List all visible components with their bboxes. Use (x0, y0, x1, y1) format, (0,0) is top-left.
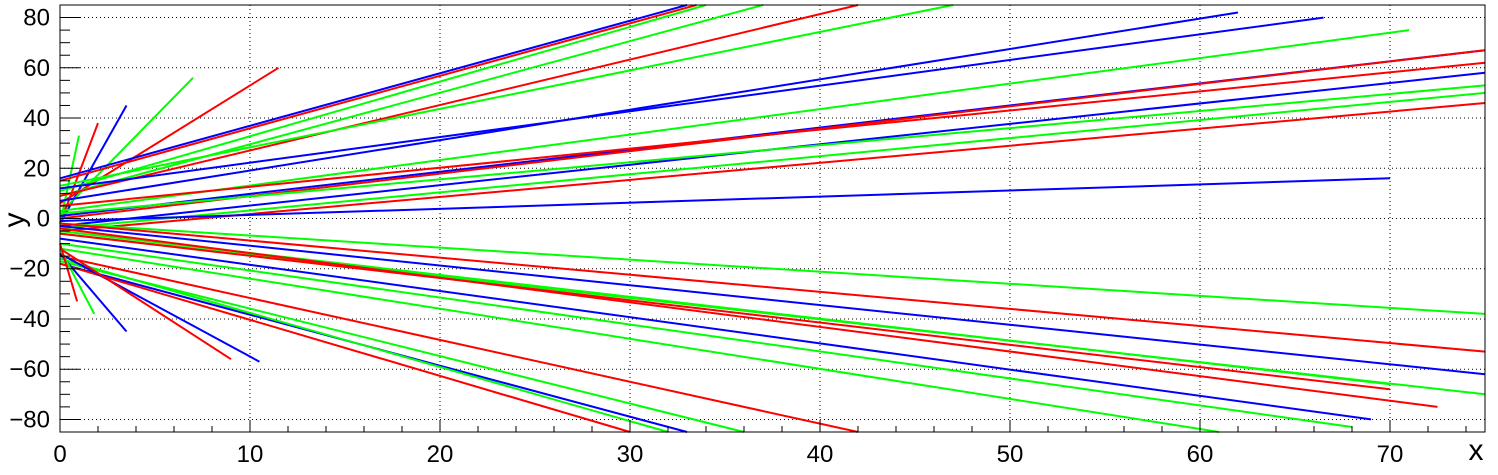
series-line-33 (59, 255, 859, 433)
y-tick-label: 20 (23, 155, 50, 182)
y-tick-label: −20 (9, 256, 50, 283)
series-line-19 (59, 84, 1486, 215)
series-line-24 (59, 222, 1486, 353)
series-line-10 (59, 4, 859, 197)
series-line-21 (59, 102, 1486, 233)
series-line-25 (59, 225, 1486, 376)
series-line-22 (59, 177, 1391, 222)
series-line-12 (59, 11, 1239, 202)
series-line-39 (59, 247, 232, 361)
y-tick-label: 40 (23, 105, 50, 132)
series-line-37 (59, 262, 631, 433)
series-line-34 (59, 260, 745, 433)
series-line-11 (59, 4, 954, 187)
series-line-31 (59, 242, 1353, 428)
x-tick-label: 40 (807, 441, 834, 468)
y-tick-label: 60 (23, 55, 50, 82)
x-tick-label: 20 (427, 441, 454, 468)
x-tick-label: 70 (1377, 441, 1404, 468)
x-tick-label: 50 (997, 441, 1024, 468)
series-group (59, 4, 1486, 433)
y-tick-label: −80 (9, 406, 50, 433)
x-tick-label: 60 (1187, 441, 1214, 468)
series-line-30 (59, 237, 1372, 421)
series-line-14 (59, 29, 1410, 212)
series-line-6 (59, 4, 688, 180)
series-line-13 (59, 16, 1324, 190)
x-tick-labels: 0 10 20 30 40 50 60 70 (53, 441, 1403, 468)
x-axis-title: x (1469, 434, 1484, 467)
x-tick-label: 30 (617, 441, 644, 468)
series-line-7 (59, 4, 697, 182)
y-tick-label: 0 (37, 206, 50, 233)
series-line-28 (59, 232, 1391, 391)
series-line-42 (59, 243, 79, 302)
y-tick-label: −40 (9, 306, 50, 333)
series-line-20 (59, 91, 1486, 230)
series-line-38 (59, 252, 260, 363)
y-axis-title: y (0, 213, 31, 228)
series-line-36 (59, 257, 669, 433)
y-tick-label: −60 (9, 356, 50, 383)
series-line-23 (59, 222, 1486, 315)
series-line-32 (59, 247, 1220, 433)
axis-ticks (59, 4, 1467, 433)
series-line-8 (59, 4, 707, 192)
series-line-5 (59, 135, 80, 224)
x-tick-label: 10 (237, 441, 264, 468)
series-line-9 (59, 4, 764, 197)
y-tick-labels: −80 −60 −40 −20 0 20 40 60 80 (9, 5, 50, 434)
series-line-29 (59, 227, 1438, 408)
series-line-17 (59, 61, 1486, 207)
series-line-40 (59, 253, 128, 333)
x-tick-label: 0 (53, 441, 66, 468)
y-tick-label: 80 (23, 5, 50, 32)
